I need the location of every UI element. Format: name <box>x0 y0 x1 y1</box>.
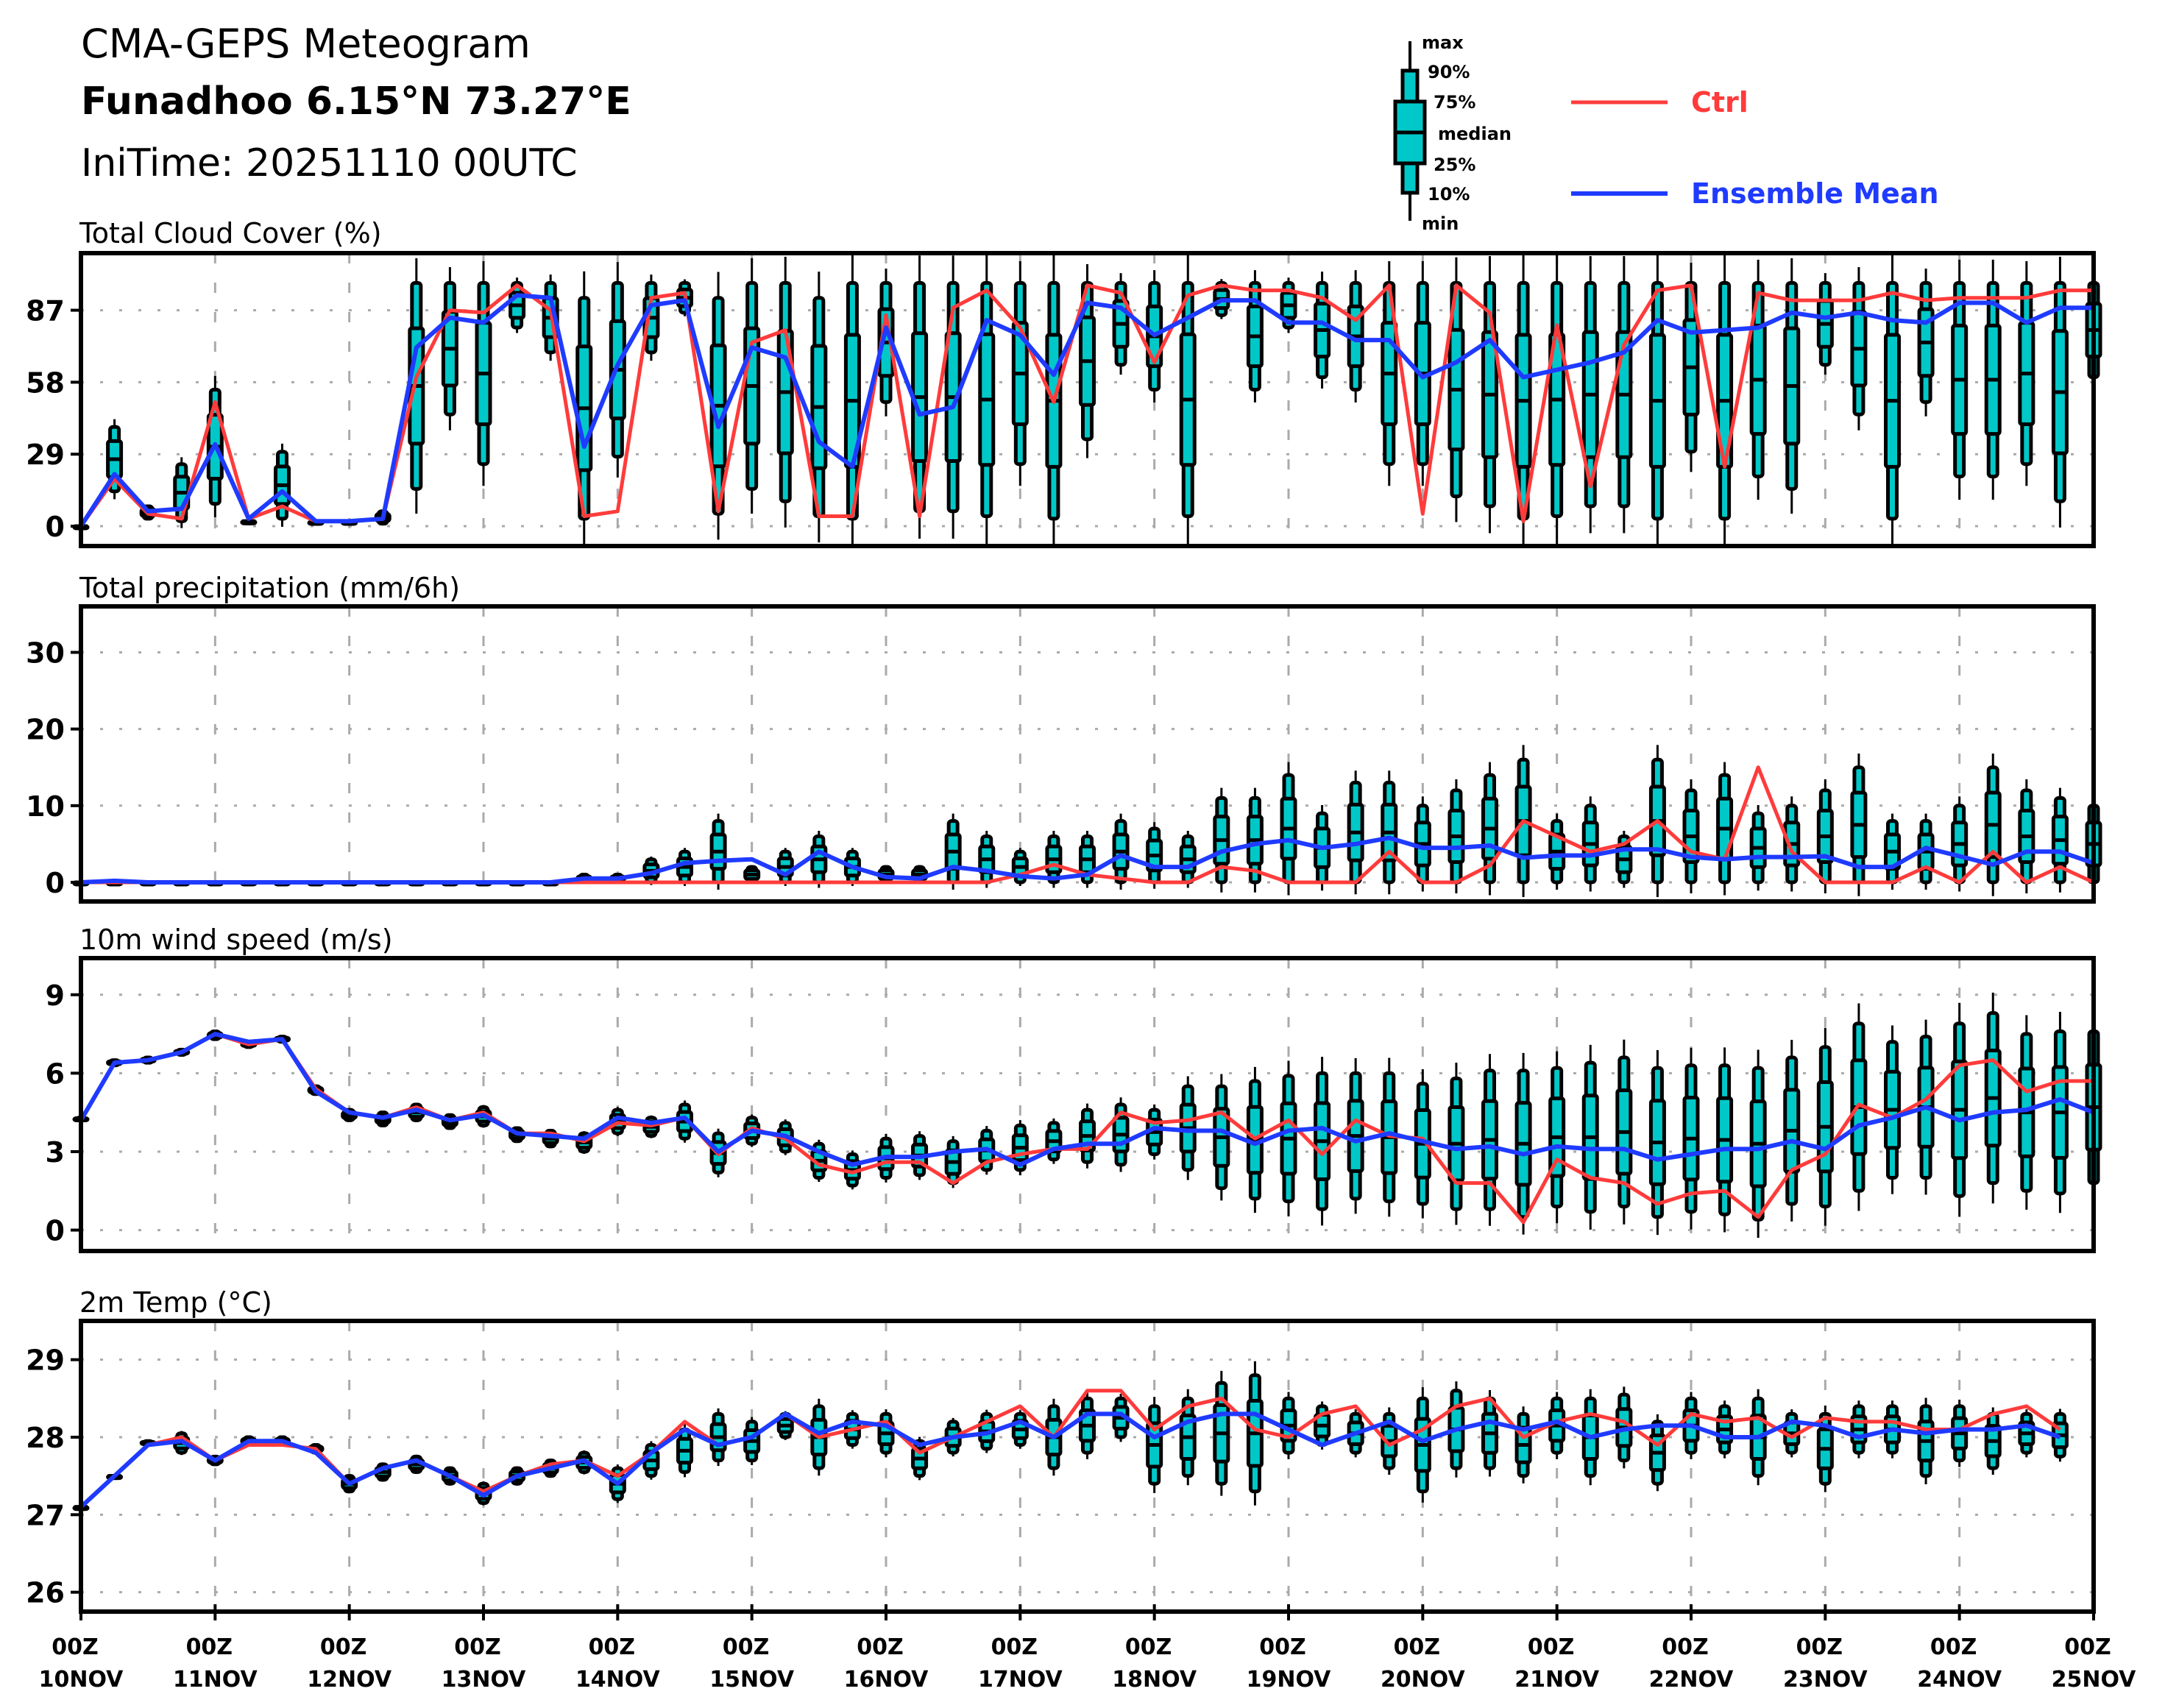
x-tick-label-date: 20NOV <box>1381 1667 1466 1693</box>
y-tick-label: 30 <box>26 637 65 669</box>
x-tick-label-time: 00Z <box>857 1634 904 1660</box>
x-tick-label-date: 23NOV <box>1783 1667 1868 1693</box>
x-tick-label-date: 12NOV <box>307 1667 392 1693</box>
panel-frame <box>79 956 2096 1253</box>
x-tick-label-date: 13NOV <box>442 1667 527 1693</box>
panel-2: 10m wind speed (m/s) 0 3 6 9 <box>46 924 2102 1253</box>
x-axis: 00Z 10NOV 00Z 11NOV 00Z 12NOV 00Z 13NOV 00Z 14NOV… <box>39 1604 2137 1693</box>
x-tick-label-time: 00Z <box>320 1634 367 1660</box>
legend: max 90% 75% median 25% 10% min Ctrl Ense… <box>1393 32 1939 234</box>
x-tick-label-time: 00Z <box>2064 1634 2111 1660</box>
y-tick-label: 26 <box>26 1577 65 1609</box>
x-tick-label-date: 21NOV <box>1514 1667 1600 1693</box>
y-tick-label: 0 <box>46 511 65 543</box>
y-tick-label: 0 <box>46 867 65 899</box>
x-tick-label-date: 24NOV <box>1917 1667 2002 1693</box>
panel-frame <box>79 604 2096 904</box>
x-tick-label-time: 00Z <box>1528 1634 1575 1660</box>
ensemble-mean-line <box>79 1411 2061 1509</box>
ctrl-line <box>79 1032 2094 1225</box>
legend-label-10: 10% <box>1428 184 1470 205</box>
y-tick-label: 9 <box>46 979 65 1012</box>
legend-label-max: max <box>1422 32 1464 53</box>
panel-title: Total Cloud Cover (%) <box>79 217 382 249</box>
x-tick-label-time: 00Z <box>1259 1634 1306 1660</box>
x-tick-label-date: 14NOV <box>575 1667 661 1693</box>
x-tick-label-time: 00Z <box>1796 1634 1843 1660</box>
x-tick-label-date: 15NOV <box>709 1667 795 1693</box>
x-tick-label-date: 25NOV <box>2052 1667 2137 1693</box>
legend-ctrl-label: Ctrl <box>1691 86 1748 118</box>
legend-label-min: min <box>1422 213 1459 234</box>
x-tick-label-time: 00Z <box>723 1634 770 1660</box>
panel-1: Total precipitation (mm/6h) 0 10 20 30 <box>26 572 2102 904</box>
ensemble-mean-line <box>79 293 2094 528</box>
y-tick-label: 20 <box>26 714 65 746</box>
legend-label-median: median <box>1438 124 1512 144</box>
x-tick-label-date: 10NOV <box>39 1667 124 1693</box>
location-label: Funadhoo 6.15°N 73.27°E <box>81 79 631 124</box>
legend-label-75: 75% <box>1434 92 1475 113</box>
x-tick-label-date: 19NOV <box>1247 1667 1332 1693</box>
x-tick-label-time: 00Z <box>991 1634 1038 1660</box>
y-tick-label: 58 <box>26 366 65 399</box>
y-tick-label: 29 <box>26 439 65 471</box>
legend-label-25: 25% <box>1434 155 1475 175</box>
x-tick-label-date: 11NOV <box>173 1667 258 1693</box>
y-tick-label: 0 <box>46 1215 65 1247</box>
x-tick-label-time: 00Z <box>1930 1634 1977 1660</box>
panel-title: 2m Temp (°C) <box>79 1286 272 1319</box>
panel-frame <box>79 251 2096 548</box>
x-tick-label-date: 22NOV <box>1649 1667 1735 1693</box>
x-tick-label-time: 00Z <box>454 1634 501 1660</box>
chart-title: CMA-GEPS Meteogram <box>81 21 531 67</box>
panel-3: 2m Temp (°C) 26 27 28 29 <box>26 1286 2096 1614</box>
y-tick-label: 87 <box>26 295 65 327</box>
ctrl-line <box>79 283 2094 528</box>
panel-title: Total precipitation (mm/6h) <box>79 572 460 604</box>
y-tick-label: 27 <box>26 1499 65 1531</box>
y-tick-label: 3 <box>46 1136 65 1169</box>
ensemble-mean-line <box>80 835 2094 885</box>
panel-0: Total Cloud Cover (%) 0 29 58 87 <box>26 217 2102 548</box>
x-tick-label-date: 16NOV <box>844 1667 929 1693</box>
legend-label-90: 90% <box>1428 62 1470 82</box>
x-tick-label-time: 00Z <box>1394 1634 1441 1660</box>
ensemble-mean-line <box>79 1032 2095 1167</box>
x-tick-label-time: 00Z <box>186 1634 233 1660</box>
panel-title: 10m wind speed (m/s) <box>79 924 393 956</box>
y-tick-label: 10 <box>26 790 65 823</box>
y-tick-label: 28 <box>26 1422 65 1454</box>
init-time-label: IniTime: 20251110 00UTC <box>81 141 578 185</box>
x-tick-label-time: 00Z <box>1662 1634 1709 1660</box>
panel-frame <box>79 1319 2096 1614</box>
x-tick-label-date: 17NOV <box>978 1667 1063 1693</box>
x-tick-label-time: 00Z <box>1125 1634 1172 1660</box>
y-tick-label: 6 <box>46 1057 65 1090</box>
x-tick-label-date: 18NOV <box>1112 1667 1197 1693</box>
x-tick-label-time: 00Z <box>52 1634 99 1660</box>
legend-mean-label: Ensemble Mean <box>1691 177 1939 210</box>
x-tick-label-time: 00Z <box>589 1634 636 1660</box>
y-tick-label: 29 <box>26 1344 65 1377</box>
